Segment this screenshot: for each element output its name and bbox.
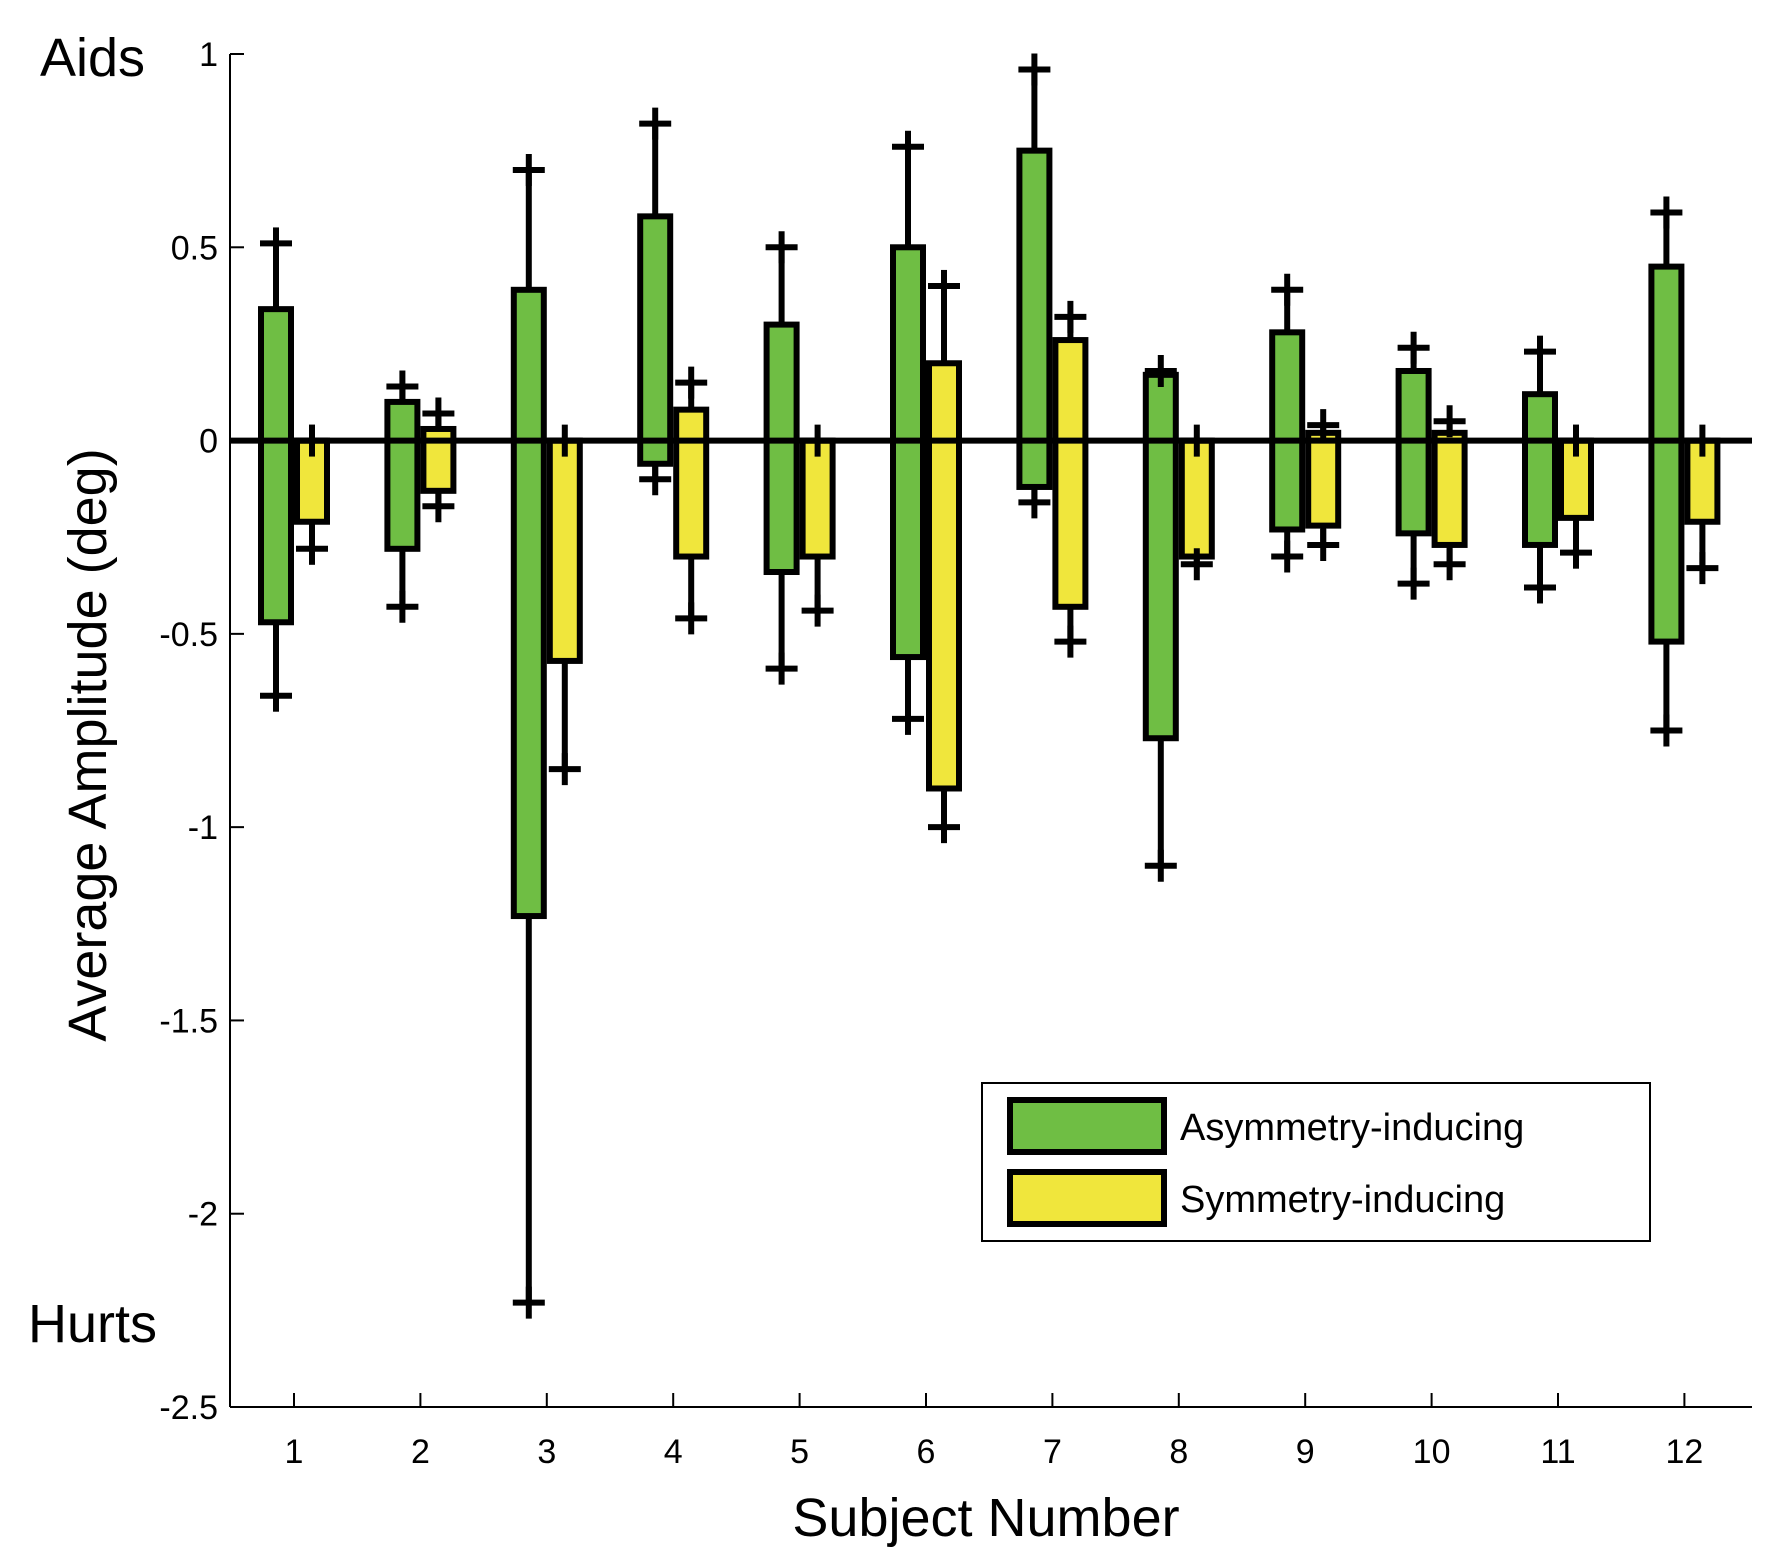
x-tick-label: 8 [1169, 1433, 1188, 1471]
bar-asymmetry-subject-12 [1648, 263, 1685, 645]
annotation-hurts: Hurts [28, 1294, 157, 1354]
bar-asymmetry-subject-5 [763, 321, 800, 576]
x-tick-label: 1 [285, 1433, 304, 1471]
x-tick-label: 12 [1665, 1433, 1703, 1471]
bar-asymmetry-subject-7 [1016, 147, 1053, 490]
error-bars [260, 53, 1719, 1319]
x-tick-label: 6 [917, 1433, 936, 1471]
bar-asymmetry-subject-3 [510, 286, 547, 920]
legend-label-asymmetry: Asymmetry-inducing [1180, 1107, 1524, 1149]
legend-swatch-symmetry [1007, 1169, 1167, 1227]
y-tick-label: -2.5 [159, 1389, 218, 1427]
bars [258, 147, 1721, 920]
y-tick-label: -2 [188, 1196, 218, 1234]
x-axis-ticks: 1 2 3 4 5 6 7 8 9 10 11 12 [285, 1393, 1703, 1471]
bar-symmetry-subject-4 [673, 406, 710, 560]
annotation-aids: Aids [40, 28, 145, 88]
x-tick-label: 4 [664, 1433, 683, 1471]
y-tick-label: 0.5 [171, 229, 218, 267]
bar-asymmetry-subject-4 [637, 213, 674, 467]
bar-symmetry-subject-10 [1431, 429, 1468, 548]
legend-swatch-asymmetry [1007, 1097, 1167, 1155]
bar-asymmetry-subject-10 [1395, 367, 1432, 537]
bar-asymmetry-subject-9 [1269, 329, 1306, 533]
bar-asymmetry-subject-11 [1522, 391, 1558, 548]
bar-symmetry-subject-6 [926, 360, 962, 792]
bar-symmetry-subject-5 [799, 437, 836, 560]
bar-symmetry-subject-9 [1305, 429, 1342, 529]
x-tick-label: 3 [537, 1433, 556, 1471]
bar-symmetry-subject-3 [546, 437, 583, 664]
y-axis-title: Average Amplitude (deg) [58, 448, 118, 1041]
bar-asymmetry-subject-2 [384, 398, 421, 552]
y-tick-label: -1 [188, 809, 218, 847]
x-tick-label: 7 [1043, 1433, 1062, 1471]
x-tick-label: 9 [1296, 1433, 1315, 1471]
y-tick-label: 0 [199, 423, 218, 461]
bar-asymmetry-subject-1 [258, 306, 294, 626]
bar-symmetry-subject-7 [1052, 337, 1089, 610]
bar-asymmetry-subject-8 [1142, 371, 1179, 742]
y-tick-label: 1 [199, 36, 218, 74]
bar-asymmetry-subject-6 [890, 244, 926, 661]
y-axis-ticks: 1 0.5 0 -0.5 -1 -1.5 -2 -2.5 [159, 36, 244, 1427]
bar-symmetry-subject-8 [1178, 437, 1215, 560]
x-tick-label: 5 [790, 1433, 809, 1471]
x-tick-label: 10 [1413, 1433, 1451, 1471]
y-tick-label: -0.5 [159, 616, 218, 654]
x-axis-title: Subject Number [792, 1488, 1179, 1548]
y-tick-label: -1.5 [159, 1002, 218, 1040]
legend: Asymmetry-inducing Symmetry-inducing [981, 1082, 1651, 1242]
legend-label-symmetry: Symmetry-inducing [1180, 1179, 1505, 1221]
x-tick-label: 2 [411, 1433, 430, 1471]
x-tick-label: 11 [1540, 1433, 1575, 1471]
